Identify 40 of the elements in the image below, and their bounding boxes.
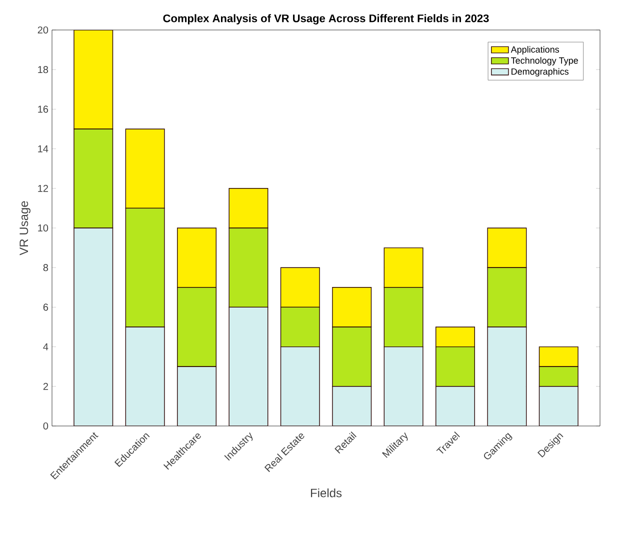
bar (74, 228, 113, 426)
bar (126, 326, 164, 426)
x-axis-title: Fields (310, 488, 342, 498)
bar (487, 267, 527, 328)
bar (280, 306, 320, 348)
bar (74, 30, 114, 130)
bar (384, 346, 423, 426)
y-tick-label: 14 (38, 145, 48, 152)
bar (332, 386, 372, 426)
bar (488, 326, 526, 426)
y-tick-label: 12 (38, 184, 48, 192)
bar (280, 267, 320, 308)
bar (538, 346, 578, 367)
y-tick-label: 16 (38, 106, 48, 113)
bar (436, 386, 475, 426)
y-tick-label: 10 (38, 224, 48, 232)
y-tick-label: 18 (38, 66, 48, 74)
y-tick-label: 8 (43, 264, 48, 272)
y-tick-label: 0 (43, 422, 48, 430)
bar (228, 188, 268, 228)
y-axis-title: VR Usage (20, 201, 30, 256)
bar (280, 346, 320, 426)
bar (177, 228, 216, 288)
y-tick-label: 4 (43, 343, 48, 350)
bar (436, 326, 475, 348)
y-tick-label: 2 (43, 382, 48, 390)
bar (384, 247, 424, 288)
legend-label: Applications (510, 46, 560, 54)
bar (332, 287, 372, 328)
bar (538, 386, 578, 426)
legend-label: Technology Type (511, 57, 578, 66)
bar (229, 307, 268, 426)
y-tick-label: 20 (38, 26, 48, 34)
y-tick-label: 6 (43, 304, 48, 311)
legend-label: Demographics (512, 68, 569, 76)
bar (487, 228, 527, 268)
chart-title: Complex Analysis of VR Usage Across Different Fields in 2023 (163, 14, 489, 24)
bar (384, 287, 424, 348)
bar (125, 128, 165, 209)
bar (177, 366, 216, 426)
